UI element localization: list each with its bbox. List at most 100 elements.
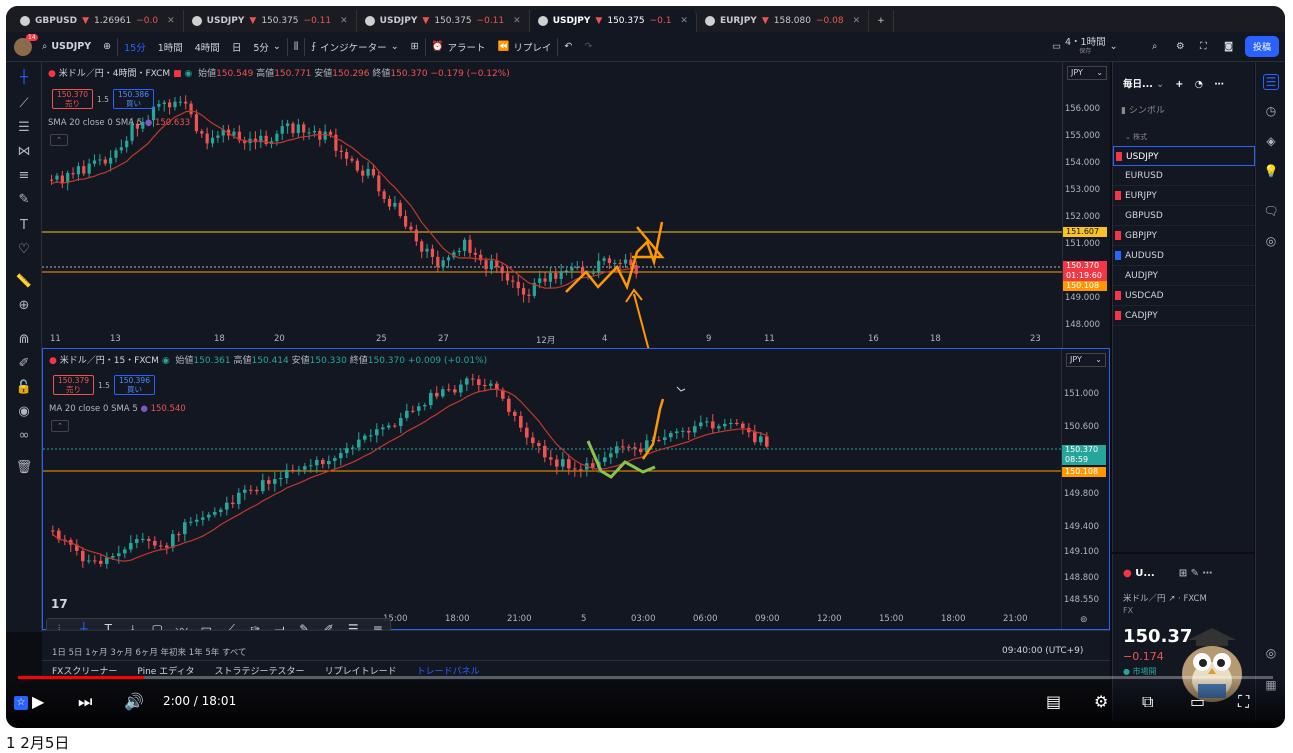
symbol-search[interactable]: ⌕ USDJPY: [36, 32, 97, 61]
drag-handle-icon[interactable]: ⁞: [57, 622, 62, 636]
line-icon[interactable]: ⟋: [226, 621, 235, 636]
tab-usdjpy[interactable]: USDJPY ▼ 150.375 −0.11 ✕: [357, 10, 530, 32]
avatar[interactable]: 14: [14, 33, 38, 56]
layout-button[interactable]: ▭ 4・1時間 保存 ⌄: [1046, 32, 1124, 61]
watchlist-row-usdcad[interactable]: USDCAD: [1113, 286, 1255, 306]
fib-retracement-icon[interactable]: ☰: [347, 622, 359, 636]
rectangle-icon[interactable]: ▢: [151, 622, 163, 636]
close-icon[interactable]: ✕: [340, 16, 348, 26]
snapshot-button[interactable]: ◙: [1218, 32, 1239, 61]
text-icon[interactable]: T: [104, 622, 112, 636]
watchlist-icon[interactable]: ☰: [1263, 74, 1279, 90]
fullscreen-button[interactable]: ⛶: [1194, 32, 1213, 61]
tab-eurjpy[interactable]: EURJPY ▼ 158.080 −0.08 ✕: [697, 10, 870, 32]
post-button[interactable]: 投稿: [1244, 36, 1279, 57]
fib-icon[interactable]: ☰: [18, 120, 30, 135]
add-symbol-icon[interactable]: +: [1175, 79, 1184, 90]
horizontal-ray-icon[interactable]: ⟞: [274, 621, 285, 636]
text-icon[interactable]: T: [20, 218, 28, 233]
chat-icon[interactable]: 🗨: [1263, 204, 1279, 218]
group-header[interactable]: ⌄ 株式: [1125, 132, 1147, 142]
brush-icon[interactable]: ✎: [299, 622, 310, 636]
highlighter-icon[interactable]: ✐: [323, 622, 334, 636]
watchlist-row-eurusd[interactable]: EURUSD: [1113, 166, 1255, 186]
replay-button[interactable]: ⏪ リプレイ: [491, 32, 557, 61]
help-icon[interactable]: ◎: [1265, 646, 1277, 660]
miniplayer-icon[interactable]: ⧉: [1142, 692, 1154, 711]
watchlist-row-gbpusd[interactable]: GBPUSD: [1113, 206, 1255, 226]
zoom-icon[interactable]: ⊕: [18, 298, 30, 313]
magnet-icon[interactable]: ⋒: [18, 332, 30, 347]
menu-icon[interactable]: ≡: [372, 622, 383, 636]
buy-button[interactable]: 150.386 買い: [112, 89, 154, 109]
interval-15[interactable]: 15分: [124, 42, 146, 54]
edit-icon[interactable]: ✎: [1190, 568, 1200, 579]
close-icon[interactable]: ✕: [680, 16, 688, 26]
grid-icon[interactable]: ⊞: [1178, 568, 1188, 579]
broadcast-icon[interactable]: ◎: [1265, 234, 1277, 248]
panel-tab[interactable]: ストラテジーテスター: [214, 667, 305, 677]
time-axis[interactable]: 15:00 18:00 21:00 5 03:00 06:00 09:00 12:00 15:0…: [43, 611, 1063, 629]
price-axis[interactable]: JPY ⌄ 151.000 150.600 149.800 149.400 149.100…: [1061, 349, 1109, 629]
watchlist-row-audusd[interactable]: AUDUSD: [1113, 246, 1255, 266]
watchlist-title[interactable]: 毎日... ⌄ + ◔ ⋯: [1123, 76, 1224, 90]
axis-settings-icon[interactable]: ⊚: [1080, 615, 1088, 625]
star-icon[interactable]: ☆: [14, 696, 28, 710]
chart-canvas-15m[interactable]: [43, 349, 1063, 629]
fib-pen-icon[interactable]: ✑: [250, 622, 261, 636]
time-axis[interactable]: 11 13 18 20 25 27 12月 4 9 11 16 18 23: [42, 331, 1062, 349]
pattern-icon[interactable]: ⋈: [17, 144, 31, 159]
new-tab-button[interactable]: +: [869, 10, 894, 32]
heart-icon[interactable]: ♡: [18, 242, 30, 257]
more-icon[interactable]: ⋯: [1202, 568, 1213, 579]
indicators-button[interactable]: ⨍ インジケーター ⌄: [305, 32, 404, 61]
close-icon[interactable]: ✕: [167, 16, 175, 26]
close-icon[interactable]: ✕: [852, 16, 861, 26]
layers-icon[interactable]: ◈: [1266, 134, 1276, 148]
crosshair-icon[interactable]: ┼: [80, 622, 88, 636]
play-icon[interactable]: ▶: [32, 692, 45, 711]
chart-pane-15m[interactable]: ● 米ドル／円・15・FXCM ◉ 始値150.361 高値150.414 安値…: [42, 348, 1110, 630]
watchlist-row-cadjpy[interactable]: CADJPY: [1113, 306, 1255, 326]
settings-button[interactable]: ⚙: [1170, 32, 1191, 61]
interval-5m[interactable]: 5分 ⌄: [247, 32, 287, 61]
close-icon[interactable]: ✕: [513, 16, 521, 26]
currency-select[interactable]: JPY ⌄: [1066, 353, 1106, 367]
chart-type-button[interactable]: ⫼: [288, 32, 304, 61]
interval-day[interactable]: 日: [231, 42, 242, 54]
undo-button[interactable]: ↶: [558, 32, 578, 61]
redo-button[interactable]: ↷: [578, 32, 598, 61]
buy-button[interactable]: 150.396 買い: [113, 375, 155, 395]
alerts-clock-icon[interactable]: ◷: [1265, 104, 1277, 118]
pencil-lock-icon[interactable]: ✐: [18, 356, 30, 371]
fullscreen-icon[interactable]: ⛶: [1238, 692, 1250, 711]
crosshair-icon[interactable]: ┼: [20, 70, 28, 85]
sell-button[interactable]: 150.379 売り: [53, 375, 95, 395]
timezone-clock[interactable]: 09:40:00 (UTC+9): [1002, 646, 1084, 656]
eye-icon[interactable]: ◉: [18, 404, 30, 419]
trash-icon[interactable]: 🗑: [15, 460, 33, 475]
quick-search-button[interactable]: ⌕: [1146, 32, 1163, 61]
subtitles-icon[interactable]: ▤: [1046, 692, 1062, 711]
theater-icon[interactable]: ▭: [1190, 692, 1206, 711]
volume-icon[interactable]: 🔊: [124, 692, 144, 711]
indicator-legend[interactable]: MA 20 close 0 SMA 5 ● 150.540: [49, 404, 186, 414]
watchlist-row-gbpjpy[interactable]: GBPJPY: [1113, 226, 1255, 246]
watchlist-row-eurjpy[interactable]: EURJPY: [1113, 186, 1255, 206]
price-axis[interactable]: JPY ⌄ 156.000 155.000 154.000 153.000 152.000…: [1062, 62, 1110, 349]
collapse-legend-button[interactable]: ⌃: [51, 420, 69, 432]
vertical-line-icon[interactable]: ⟊: [131, 621, 135, 636]
panel-tab[interactable]: Pine エディタ: [137, 667, 195, 677]
indicator-legend[interactable]: SMA 20 close 0 SMA 5 ● 150.633: [48, 118, 190, 128]
next-icon[interactable]: ⏭: [78, 692, 93, 711]
panel-tab[interactable]: FXスクリーナー: [52, 667, 118, 677]
collapse-legend-button[interactable]: ⌃: [50, 134, 68, 146]
panel-tab[interactable]: リプレイトレード: [324, 667, 397, 677]
chart-pie-icon[interactable]: ◔: [1194, 79, 1203, 90]
watchlist-row-usdjpy[interactable]: USDJPY: [1113, 146, 1255, 166]
sell-button[interactable]: 150.370 売り: [52, 89, 94, 109]
templates-button[interactable]: ⊞: [405, 32, 425, 61]
tab-usdjpy[interactable]: USDJPY ▼ 150.375 −0.1 ✕: [529, 10, 697, 32]
forecast-icon[interactable]: ≡: [18, 168, 30, 183]
more-icon[interactable]: ⋯: [1214, 79, 1224, 90]
